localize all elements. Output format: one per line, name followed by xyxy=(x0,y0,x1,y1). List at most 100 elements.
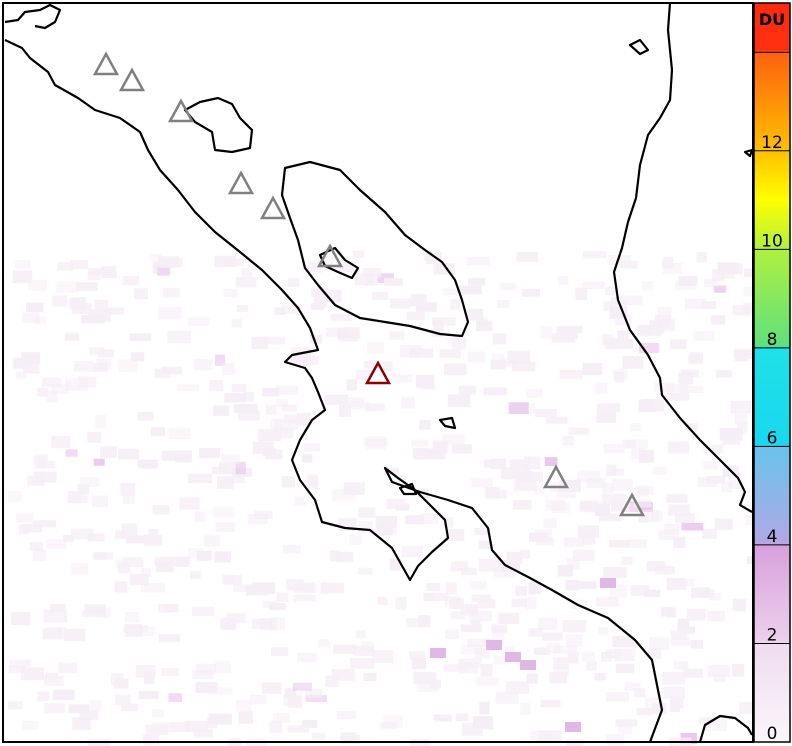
so2-pixel xyxy=(443,363,467,376)
so2-pixel xyxy=(360,641,374,651)
so2-pixel xyxy=(27,475,45,486)
so2-pixel xyxy=(276,398,289,408)
so2-pixel xyxy=(208,713,232,725)
so2-pixel xyxy=(447,394,471,408)
so2-pixel xyxy=(594,672,606,681)
so2-pixel xyxy=(585,661,598,671)
so2-pixel xyxy=(325,394,349,405)
so2-pixel xyxy=(362,267,382,278)
so2-pixel xyxy=(458,385,477,395)
so2-pixel xyxy=(533,486,546,495)
so2-pixel xyxy=(596,411,617,423)
so2-pixel xyxy=(346,379,358,391)
so2-pixel xyxy=(506,681,529,694)
so2-pixel xyxy=(22,720,39,730)
so2-pixel xyxy=(652,466,668,475)
so2-pixel xyxy=(92,363,108,372)
so2-pixel xyxy=(94,299,109,311)
so2-pixel xyxy=(350,401,370,410)
so2-pixel xyxy=(461,567,477,576)
so2-pixel xyxy=(566,558,580,570)
volcano-marker xyxy=(92,51,120,76)
so2-pixel xyxy=(170,722,190,733)
so2-pixel xyxy=(543,517,557,529)
so2-pixel xyxy=(615,663,634,674)
so2-pixel xyxy=(491,353,504,362)
so2-pixel xyxy=(401,545,424,558)
so2-pixel xyxy=(565,579,579,591)
so2-pixel xyxy=(470,477,493,488)
so2-pixel xyxy=(226,613,246,624)
so2-pixel xyxy=(212,506,235,518)
so2-pixel xyxy=(235,276,257,288)
so2-pixel xyxy=(187,547,204,558)
so2-pixel xyxy=(284,688,297,699)
so2-pixel xyxy=(287,725,310,733)
so2-pixel xyxy=(664,523,680,535)
so2-pixel xyxy=(522,288,541,297)
so2-pixel xyxy=(367,341,384,355)
so2-pixel xyxy=(52,295,68,307)
so2-pixel xyxy=(274,418,298,431)
so2-pixel xyxy=(242,392,254,402)
volcano-marker xyxy=(227,170,255,195)
so2-pixel xyxy=(712,268,725,282)
so2-pixel xyxy=(372,650,394,663)
so2-pixel xyxy=(614,314,632,326)
so2-pixel xyxy=(416,302,437,312)
so2-pixel xyxy=(87,533,105,542)
volcano-marker xyxy=(259,195,287,220)
so2-pixel xyxy=(161,450,182,461)
so2-pixel xyxy=(420,513,439,524)
so2-pixel xyxy=(151,722,171,734)
so2-pixel xyxy=(600,578,616,588)
so2-pixel xyxy=(452,444,472,454)
so2-pixel xyxy=(670,637,691,646)
so2-pixel xyxy=(528,582,541,595)
so2-pixel xyxy=(401,397,416,409)
colorbar-unit: DU xyxy=(759,10,785,29)
so2-pixel xyxy=(325,327,349,338)
so2-pixel xyxy=(263,336,286,345)
so2-pixel xyxy=(662,686,685,699)
so2-pixel xyxy=(468,277,486,286)
so2-pixel xyxy=(207,717,218,729)
so2-pixel xyxy=(311,732,326,741)
so2-pixel xyxy=(214,660,232,674)
so2-pixel xyxy=(262,387,280,397)
so2-pixel xyxy=(686,423,699,432)
so2-pixel xyxy=(551,333,576,343)
so2-pixel xyxy=(684,298,706,310)
so2-pixel xyxy=(195,681,218,694)
volcano-marker xyxy=(316,243,344,268)
so2-pixel xyxy=(224,475,245,484)
so2-pixel xyxy=(122,493,136,505)
so2-pixel xyxy=(416,678,439,692)
so2-pixel xyxy=(388,331,405,340)
so2-pixel xyxy=(79,710,99,720)
so2-pixel xyxy=(545,499,565,511)
so2-pixel xyxy=(540,699,561,708)
so2-pixel xyxy=(475,320,493,332)
so2-pixel xyxy=(134,288,149,300)
so2-pixel xyxy=(310,302,325,311)
so2-pixel xyxy=(187,317,210,326)
so2-pixel xyxy=(355,630,366,639)
so2-pixel xyxy=(722,437,741,445)
colorbar-ticks: 0 2 4 6 8 10 12 xyxy=(754,51,790,744)
so2-pixel xyxy=(534,408,558,417)
so2-pixel xyxy=(734,414,747,425)
so2-pixel xyxy=(89,700,102,712)
so2-pixel xyxy=(32,549,47,562)
so2-pixel xyxy=(305,689,323,698)
so2-pixel xyxy=(441,517,454,528)
so2-pixel xyxy=(188,473,212,484)
so2-pixel xyxy=(276,592,289,603)
so2-pixel xyxy=(611,500,634,512)
so2-pixel xyxy=(512,499,532,510)
so2-pixel xyxy=(423,593,436,601)
so2-pixel xyxy=(681,522,704,531)
so2-pixel xyxy=(426,582,441,592)
so2-pixel xyxy=(129,333,152,342)
so2-pixel xyxy=(458,662,479,674)
